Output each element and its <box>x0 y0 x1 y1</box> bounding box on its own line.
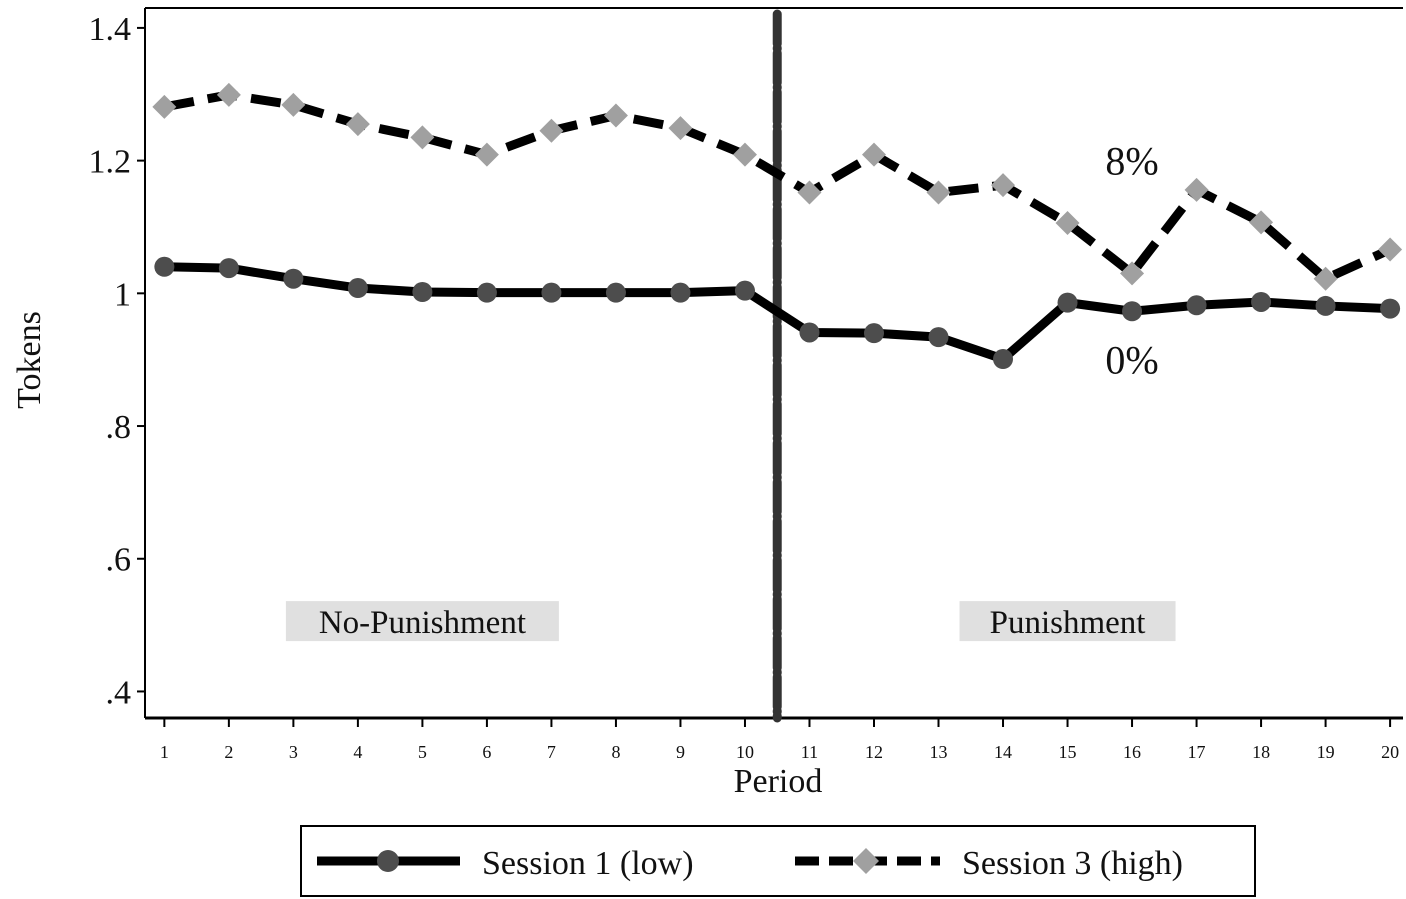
x-tick-label: 1 <box>160 742 169 762</box>
series-session-1 <box>154 256 1401 370</box>
data-point-session-1 <box>1315 295 1336 316</box>
region-label-box <box>285 601 559 642</box>
percent-annotation: 0% <box>1105 338 1158 383</box>
data-point-session-3 <box>1249 210 1274 235</box>
x-tick-label: 7 <box>547 742 556 762</box>
x-tick-label: 8 <box>611 742 620 762</box>
data-point-session-3 <box>1313 266 1338 291</box>
x-tick-label: 3 <box>289 742 298 762</box>
data-point-session-1 <box>1251 291 1272 312</box>
data-point-session-3 <box>281 92 306 117</box>
data-point-session-1 <box>1186 295 1207 316</box>
data-point-session-1 <box>670 282 691 303</box>
x-tick-label: 5 <box>418 742 427 762</box>
x-tick-label: 14 <box>994 742 1012 762</box>
data-point-session-3 <box>861 142 886 167</box>
data-point-session-1 <box>1380 298 1401 319</box>
data-point-session-3 <box>797 180 822 205</box>
legend: Session 1 (low) Session 3 (high) <box>300 825 1256 897</box>
y-axis-title: Tokens <box>11 311 48 409</box>
x-tick-label: 17 <box>1188 742 1206 762</box>
data-point-session-3 <box>926 180 951 205</box>
series-line-session-1 <box>164 262 1391 364</box>
data-point-session-1 <box>799 322 820 343</box>
x-tick-label: 12 <box>865 742 883 762</box>
data-point-session-1 <box>541 282 562 303</box>
data-point-session-1 <box>993 349 1014 370</box>
data-point-session-1 <box>928 327 949 348</box>
data-point-session-3 <box>152 94 177 119</box>
data-point-session-3 <box>410 125 435 150</box>
data-point-session-3 <box>216 82 241 107</box>
legend-key-marker-session-1 <box>377 850 399 872</box>
data-point-session-1 <box>734 280 755 301</box>
data-point-session-1 <box>1057 292 1078 313</box>
y-axis: .4 .6 .8 1 1.2 1.4 <box>89 11 145 711</box>
data-point-session-1 <box>154 256 175 277</box>
data-point-session-1 <box>347 278 368 299</box>
data-point-session-3 <box>603 103 628 128</box>
legend-label-session-3: Session 3 (high) <box>962 845 1183 882</box>
y-tick-label: .6 <box>106 542 132 579</box>
x-tick-label: 9 <box>676 742 685 762</box>
data-point-session-1 <box>283 268 304 289</box>
x-tick-label: 18 <box>1252 742 1270 762</box>
annotations: 8% 0% No-Punishment Punishment <box>285 139 1176 642</box>
y-tick-label: .8 <box>106 409 132 446</box>
x-tick-label: 6 <box>482 742 491 762</box>
series-layer <box>152 82 1403 370</box>
data-point-session-3 <box>1378 237 1403 262</box>
x-tick-label: 16 <box>1123 742 1141 762</box>
data-point-session-3 <box>732 142 757 167</box>
region-label: No-Punishment <box>319 605 526 641</box>
x-tick-label: 4 <box>353 742 362 762</box>
x-tick-label: 13 <box>930 742 948 762</box>
x-tick-label: 2 <box>224 742 233 762</box>
data-point-session-3 <box>1184 177 1209 202</box>
region-label: Punishment <box>990 605 1146 641</box>
data-point-session-1 <box>218 258 239 279</box>
x-tick-label: 19 <box>1317 742 1335 762</box>
x-axis: 1 2 3 4 5 6 7 8 9 10 11 12 13 14 15 16 17 18 19 20 <box>160 718 1399 762</box>
data-point-session-3 <box>474 142 499 167</box>
region-label-box <box>959 601 1176 642</box>
data-point-session-1 <box>1122 301 1143 322</box>
data-point-session-3 <box>539 118 564 143</box>
legend-key-marker-session-3 <box>853 848 879 874</box>
series-line-session-3 <box>163 90 1392 284</box>
data-point-session-1 <box>476 282 497 303</box>
y-tick-label: 1.2 <box>89 144 132 181</box>
x-axis-title: Period <box>734 763 823 800</box>
percent-annotation: 8% <box>1105 139 1158 184</box>
y-tick-label: 1 <box>114 276 131 313</box>
x-tick-label: 20 <box>1381 742 1399 762</box>
x-tick-label: 10 <box>736 742 754 762</box>
legend-label-session-1: Session 1 (low) <box>482 845 694 882</box>
x-tick-label: 11 <box>801 742 818 762</box>
data-point-session-3 <box>1120 261 1145 286</box>
data-point-session-3 <box>668 116 693 141</box>
data-point-session-3 <box>345 112 370 137</box>
data-point-session-3 <box>1055 210 1080 235</box>
y-tick-label: 1.4 <box>89 11 132 48</box>
x-tick-label: 15 <box>1059 742 1077 762</box>
series-session-3 <box>152 82 1403 291</box>
y-tick-label: .4 <box>106 674 132 711</box>
data-point-session-3 <box>991 173 1016 198</box>
data-point-session-1 <box>863 323 884 344</box>
data-point-session-1 <box>412 282 433 302</box>
data-point-session-1 <box>605 282 626 303</box>
